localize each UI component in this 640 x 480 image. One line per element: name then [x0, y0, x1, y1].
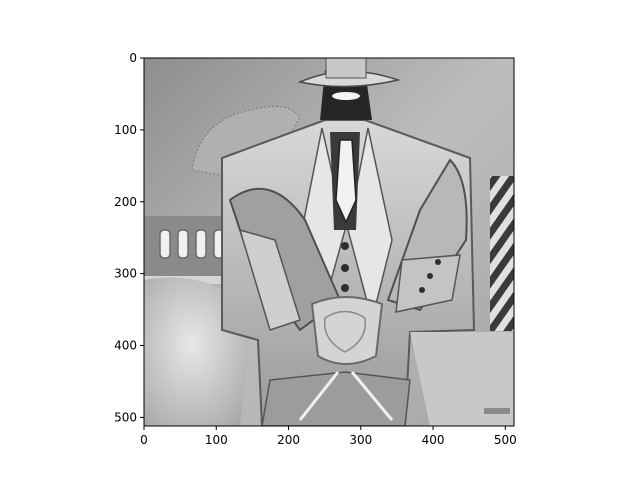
x-tick-label: 500	[494, 433, 517, 447]
x-axis: 0 100 200 300 400 500	[140, 426, 517, 447]
y-axis: 0 100 200 300 400 500	[114, 51, 144, 424]
x-tick-label: 200	[277, 433, 300, 447]
x-tick-label: 0	[140, 433, 148, 447]
y-tick-label: 0	[129, 51, 137, 65]
x-tick-label: 300	[349, 433, 372, 447]
x-tick-label: 400	[422, 433, 445, 447]
heatmap-image	[144, 58, 514, 426]
y-tick-label: 100	[114, 123, 137, 137]
y-tick-label: 300	[114, 267, 137, 281]
x-tick-label: 100	[205, 433, 228, 447]
axes-frame	[143, 57, 515, 427]
y-tick-label: 400	[114, 339, 137, 353]
y-tick-label: 500	[114, 410, 137, 424]
y-tick-label: 200	[114, 195, 137, 209]
